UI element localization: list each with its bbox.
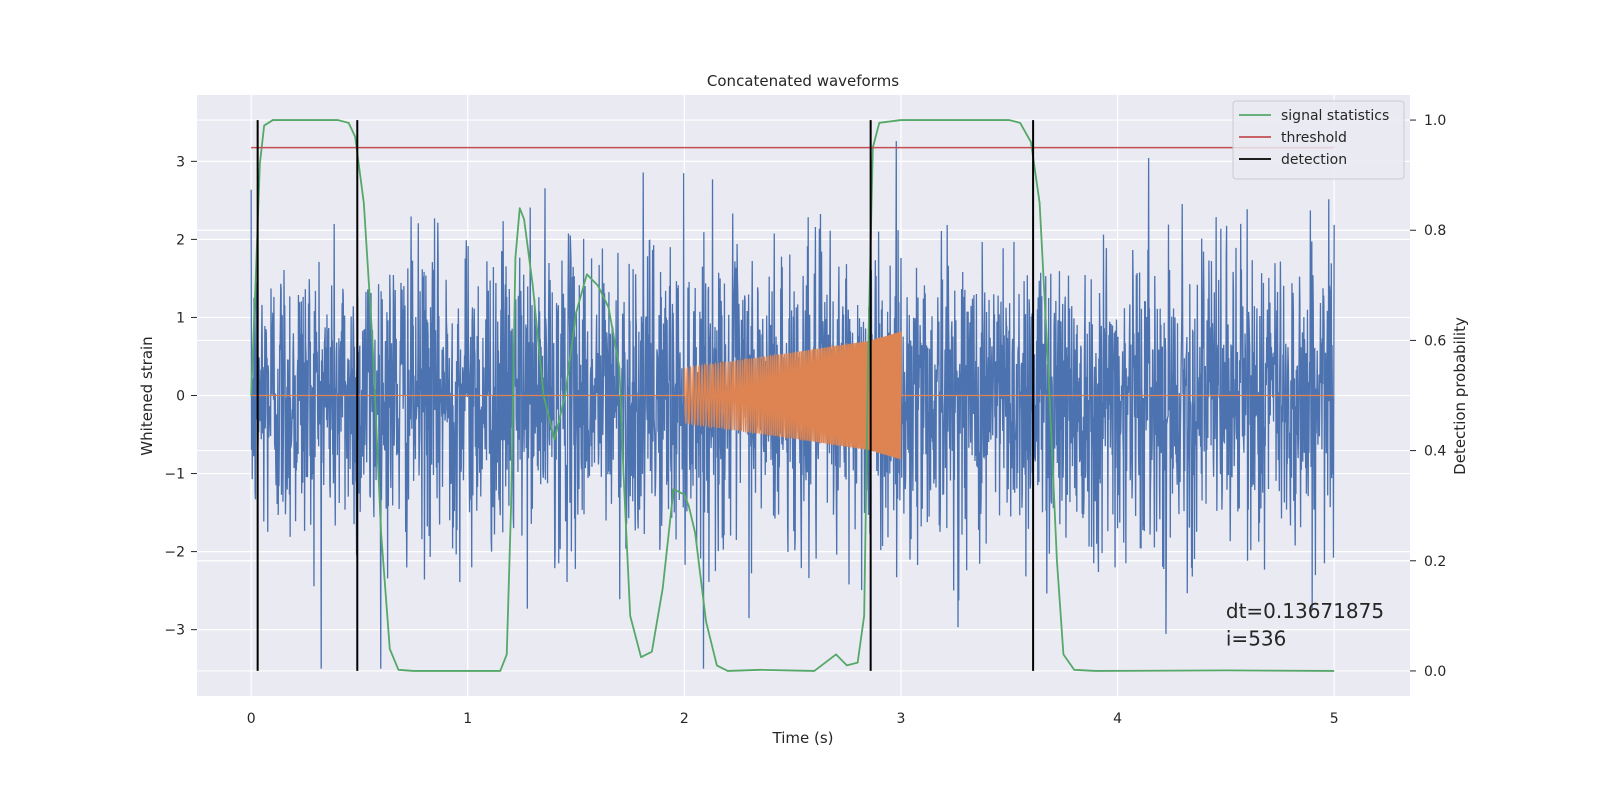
x-tick-label: 3: [897, 711, 906, 727]
y2-tick-label: 0.8: [1424, 223, 1446, 239]
annotation-text: dt=0.13671875: [1226, 599, 1384, 623]
x-tick-label: 4: [1113, 711, 1122, 727]
annotation-text: i=536: [1226, 626, 1287, 650]
legend: signal statistics threshold detection: [1232, 100, 1405, 180]
legend-label: threshold: [1281, 130, 1347, 146]
y2-axis-label: Detection probability: [1451, 317, 1469, 475]
y2-tick-label: 0.2: [1424, 554, 1446, 570]
legend-label: detection: [1281, 152, 1347, 168]
x-tick-label: 1: [463, 711, 472, 727]
left-axis-ticks: −3 −2 −1 0 1 2 3: [164, 154, 197, 639]
legend-box: [1232, 100, 1405, 180]
x-tick-label: 0: [247, 711, 256, 727]
y-tick-label: −1: [164, 467, 185, 483]
y2-tick-label: 0.0: [1424, 664, 1446, 680]
x-tick-label: 5: [1330, 711, 1339, 727]
y-tick-label: −3: [164, 623, 185, 639]
signal-statistics-line: [250, 119, 1335, 672]
y-axis-label: Whitened strain: [138, 336, 156, 455]
y2-tick-label: 1.0: [1424, 113, 1446, 129]
y-tick-label: 2: [176, 232, 185, 248]
y2-tick-label: 0.6: [1424, 333, 1446, 349]
y-tick-label: 3: [176, 154, 185, 170]
annotations: dt=0.13671875 i=536: [1226, 599, 1384, 650]
chart-title: Concatenated waveforms: [707, 72, 899, 90]
y-tick-label: 0: [176, 389, 185, 405]
y2-tick-label: 0.4: [1424, 444, 1446, 460]
y-tick-label: 1: [176, 310, 185, 326]
injected-waveform-line: [251, 331, 1335, 460]
legend-label: signal statistics: [1281, 108, 1389, 124]
right-axis-ticks: 0.0 0.2 0.4 0.6 0.8 1.0: [1410, 113, 1446, 680]
whitened-strain-line: [250, 141, 1335, 669]
x-axis-label: Time (s): [772, 729, 834, 747]
x-axis-ticks: 0 1 2 3 4 5: [247, 711, 1339, 727]
series-layer: [250, 119, 1335, 672]
y-tick-label: −2: [164, 545, 185, 561]
x-tick-label: 2: [680, 711, 689, 727]
